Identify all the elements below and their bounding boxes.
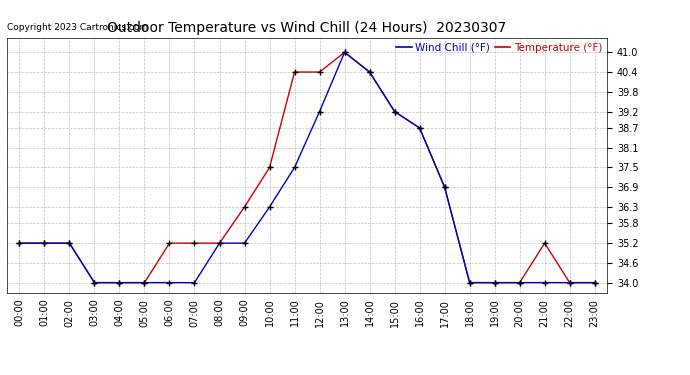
Title: Outdoor Temperature vs Wind Chill (24 Hours)  20230307: Outdoor Temperature vs Wind Chill (24 Ho… xyxy=(108,21,506,35)
Text: Copyright 2023 Cartronics.com: Copyright 2023 Cartronics.com xyxy=(7,23,148,32)
Legend: Wind Chill (°F), Temperature (°F): Wind Chill (°F), Temperature (°F) xyxy=(396,43,602,53)
